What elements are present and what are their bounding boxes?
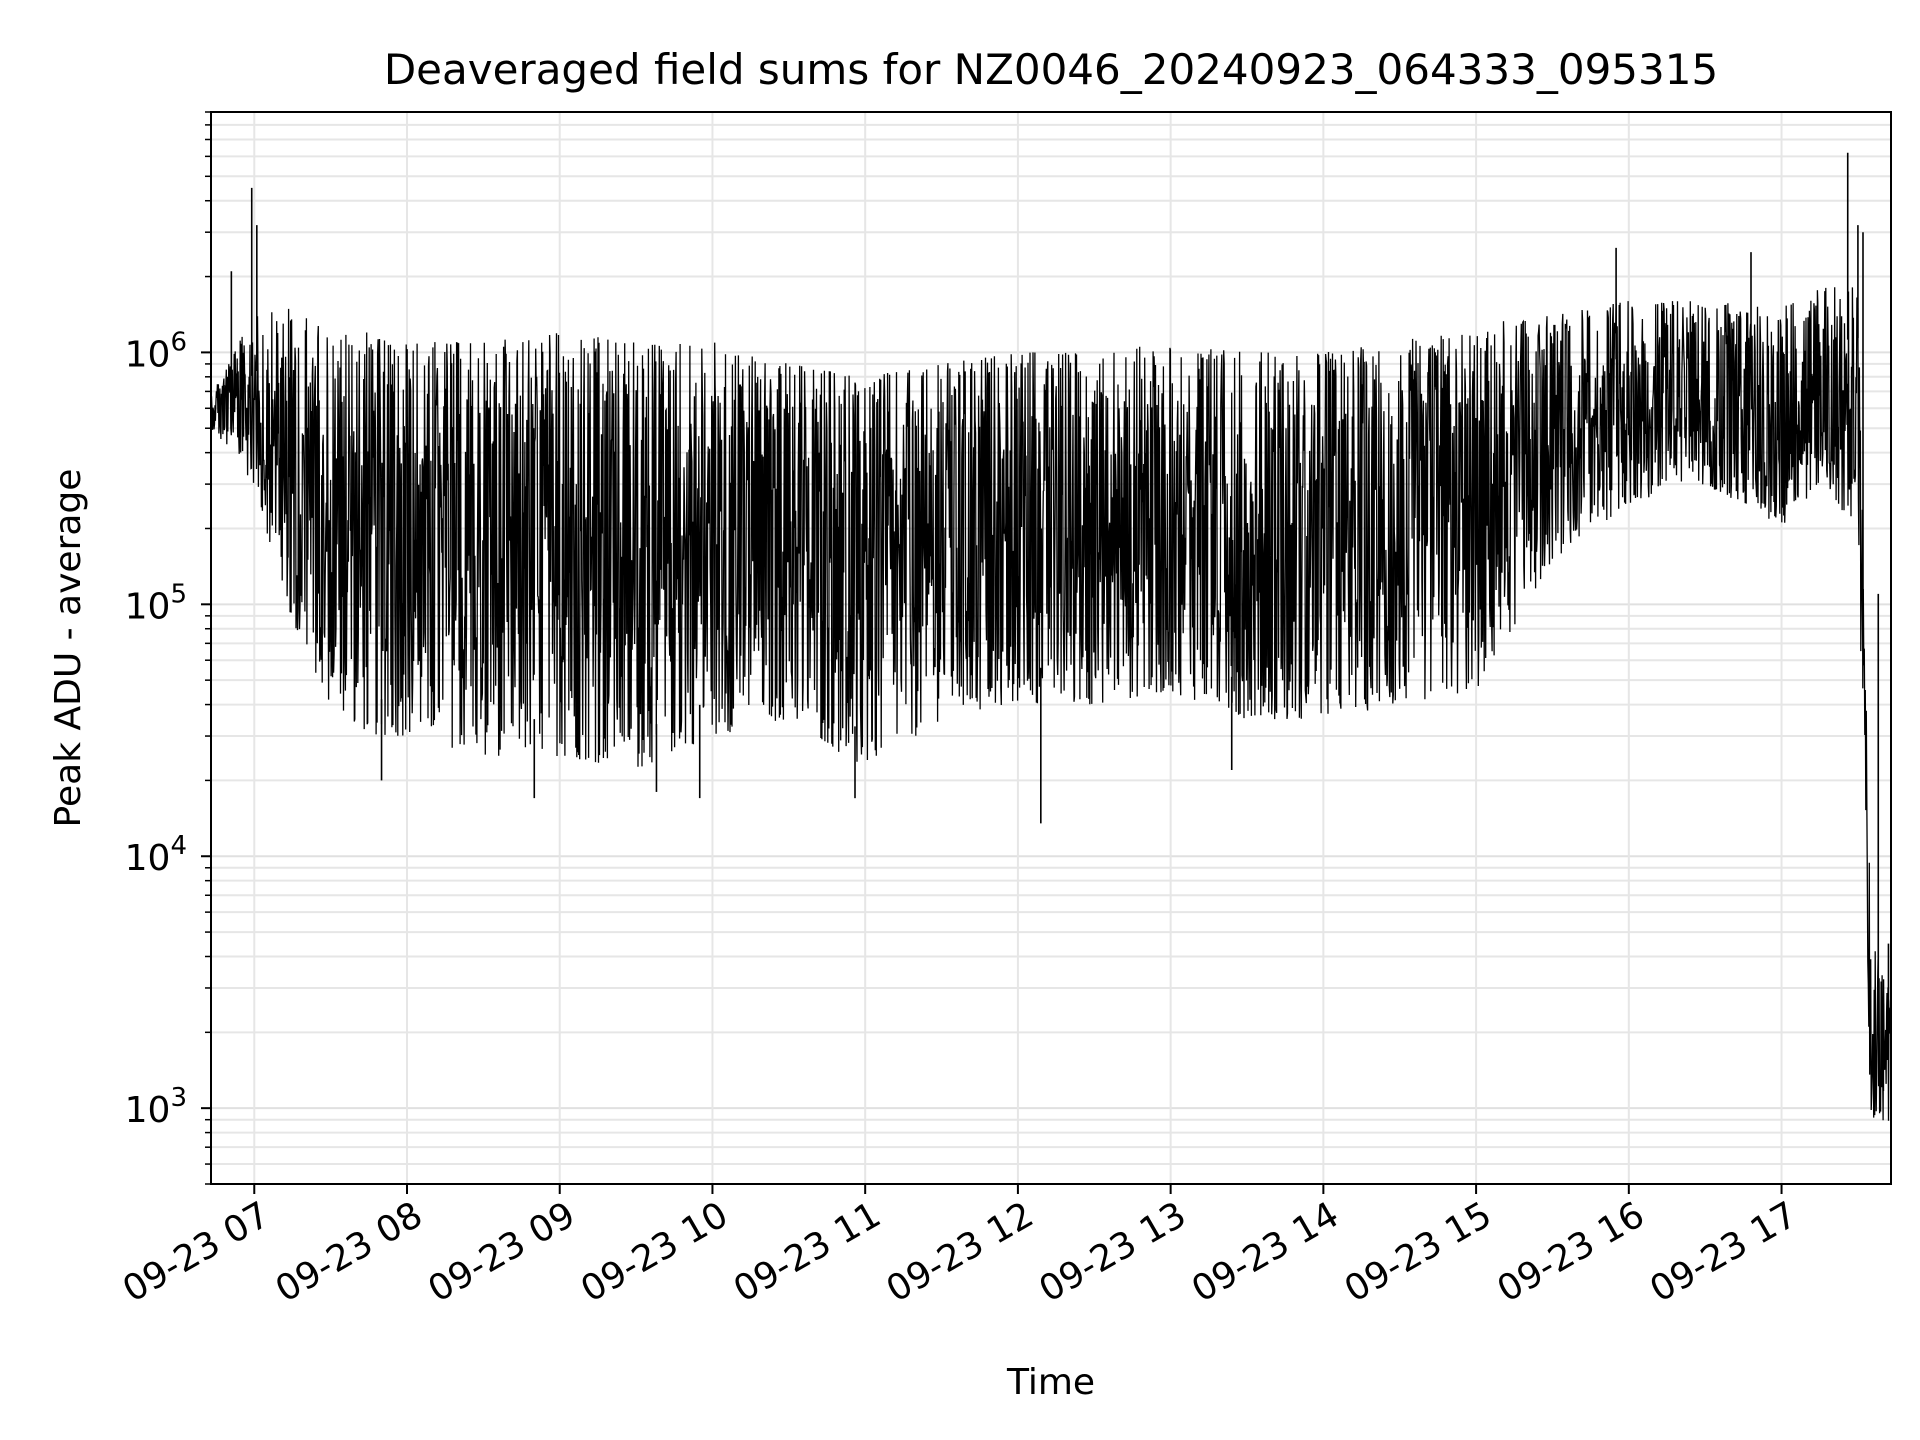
x-axis-label: Time [1006, 1362, 1095, 1403]
y-axis-label: Peak ADU - average [48, 469, 89, 828]
plot-frame [210, 111, 1892, 1185]
y-tick-label: 104 [125, 831, 187, 879]
y-tick-label: 103 [125, 1083, 187, 1131]
data-layer [210, 152, 1892, 1121]
series-trace [210, 287, 1892, 1121]
y-axis: 103 104 105 106 [125, 111, 211, 1185]
y-tick-label: 106 [125, 327, 187, 375]
chart-title: Deaveraged field sums for NZ0046_2024092… [384, 45, 1718, 94]
y-tick-label: 105 [125, 579, 187, 627]
